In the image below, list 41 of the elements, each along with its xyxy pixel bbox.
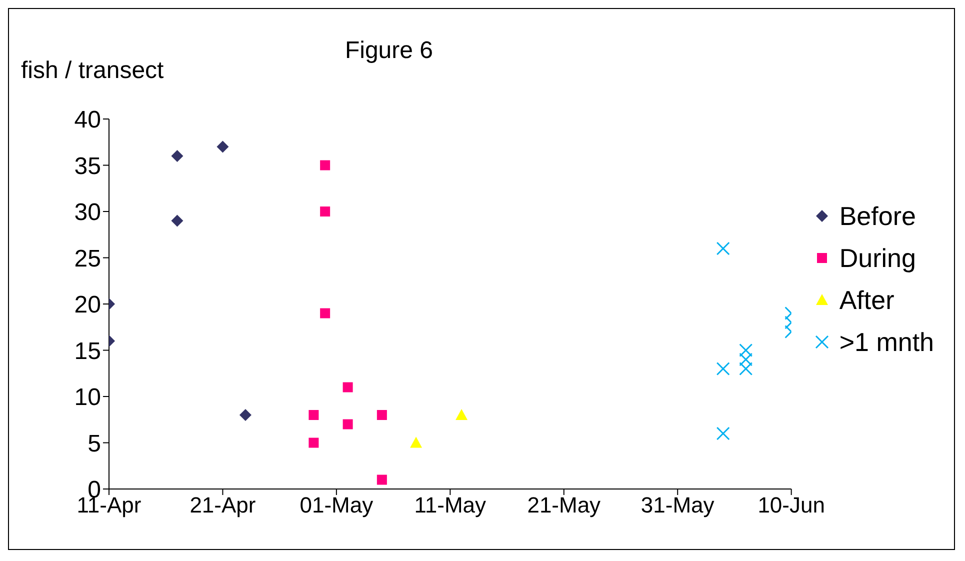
x-tick-label: 10-Jun xyxy=(758,492,825,518)
point xyxy=(239,409,252,421)
point xyxy=(716,426,730,440)
y-tick-label: 5 xyxy=(88,430,101,458)
x-tick-label: 21-Apr xyxy=(190,492,256,518)
legend-label: Before xyxy=(839,200,916,232)
point xyxy=(320,206,330,216)
point xyxy=(739,352,753,366)
point xyxy=(320,160,330,170)
x-tick-label: 31-May xyxy=(640,492,714,518)
point xyxy=(320,308,330,318)
y-tick-label: 40 xyxy=(74,106,101,134)
point xyxy=(342,419,353,430)
point xyxy=(739,362,753,376)
point xyxy=(308,438,319,448)
point xyxy=(376,410,387,420)
point xyxy=(308,410,319,420)
y-tick-label: 35 xyxy=(74,152,101,180)
point xyxy=(410,436,422,448)
x-tick-label: 21-May xyxy=(527,492,601,518)
point xyxy=(376,474,387,485)
legend-label: >1 mnth xyxy=(839,326,934,358)
point xyxy=(716,242,730,256)
x-tick-label: 01-May xyxy=(300,492,374,518)
point xyxy=(171,214,184,227)
y-tick-label: 30 xyxy=(74,199,101,226)
point xyxy=(171,150,184,162)
y-tick-label: 25 xyxy=(74,245,101,272)
y-tick-label: 15 xyxy=(74,338,101,365)
legend-label: During xyxy=(839,242,916,274)
chart-title: Figure 6 xyxy=(344,37,434,64)
point xyxy=(216,140,229,153)
x-tick-label: 11-May xyxy=(414,492,486,518)
y-tick-label: 20 xyxy=(74,292,101,319)
point xyxy=(456,409,468,420)
point xyxy=(342,382,353,392)
y-tick-label: 10 xyxy=(74,384,101,412)
point xyxy=(716,362,730,376)
legend-label: After xyxy=(839,284,894,316)
y-axis-title: fish / transect xyxy=(21,57,164,85)
point xyxy=(739,344,753,357)
